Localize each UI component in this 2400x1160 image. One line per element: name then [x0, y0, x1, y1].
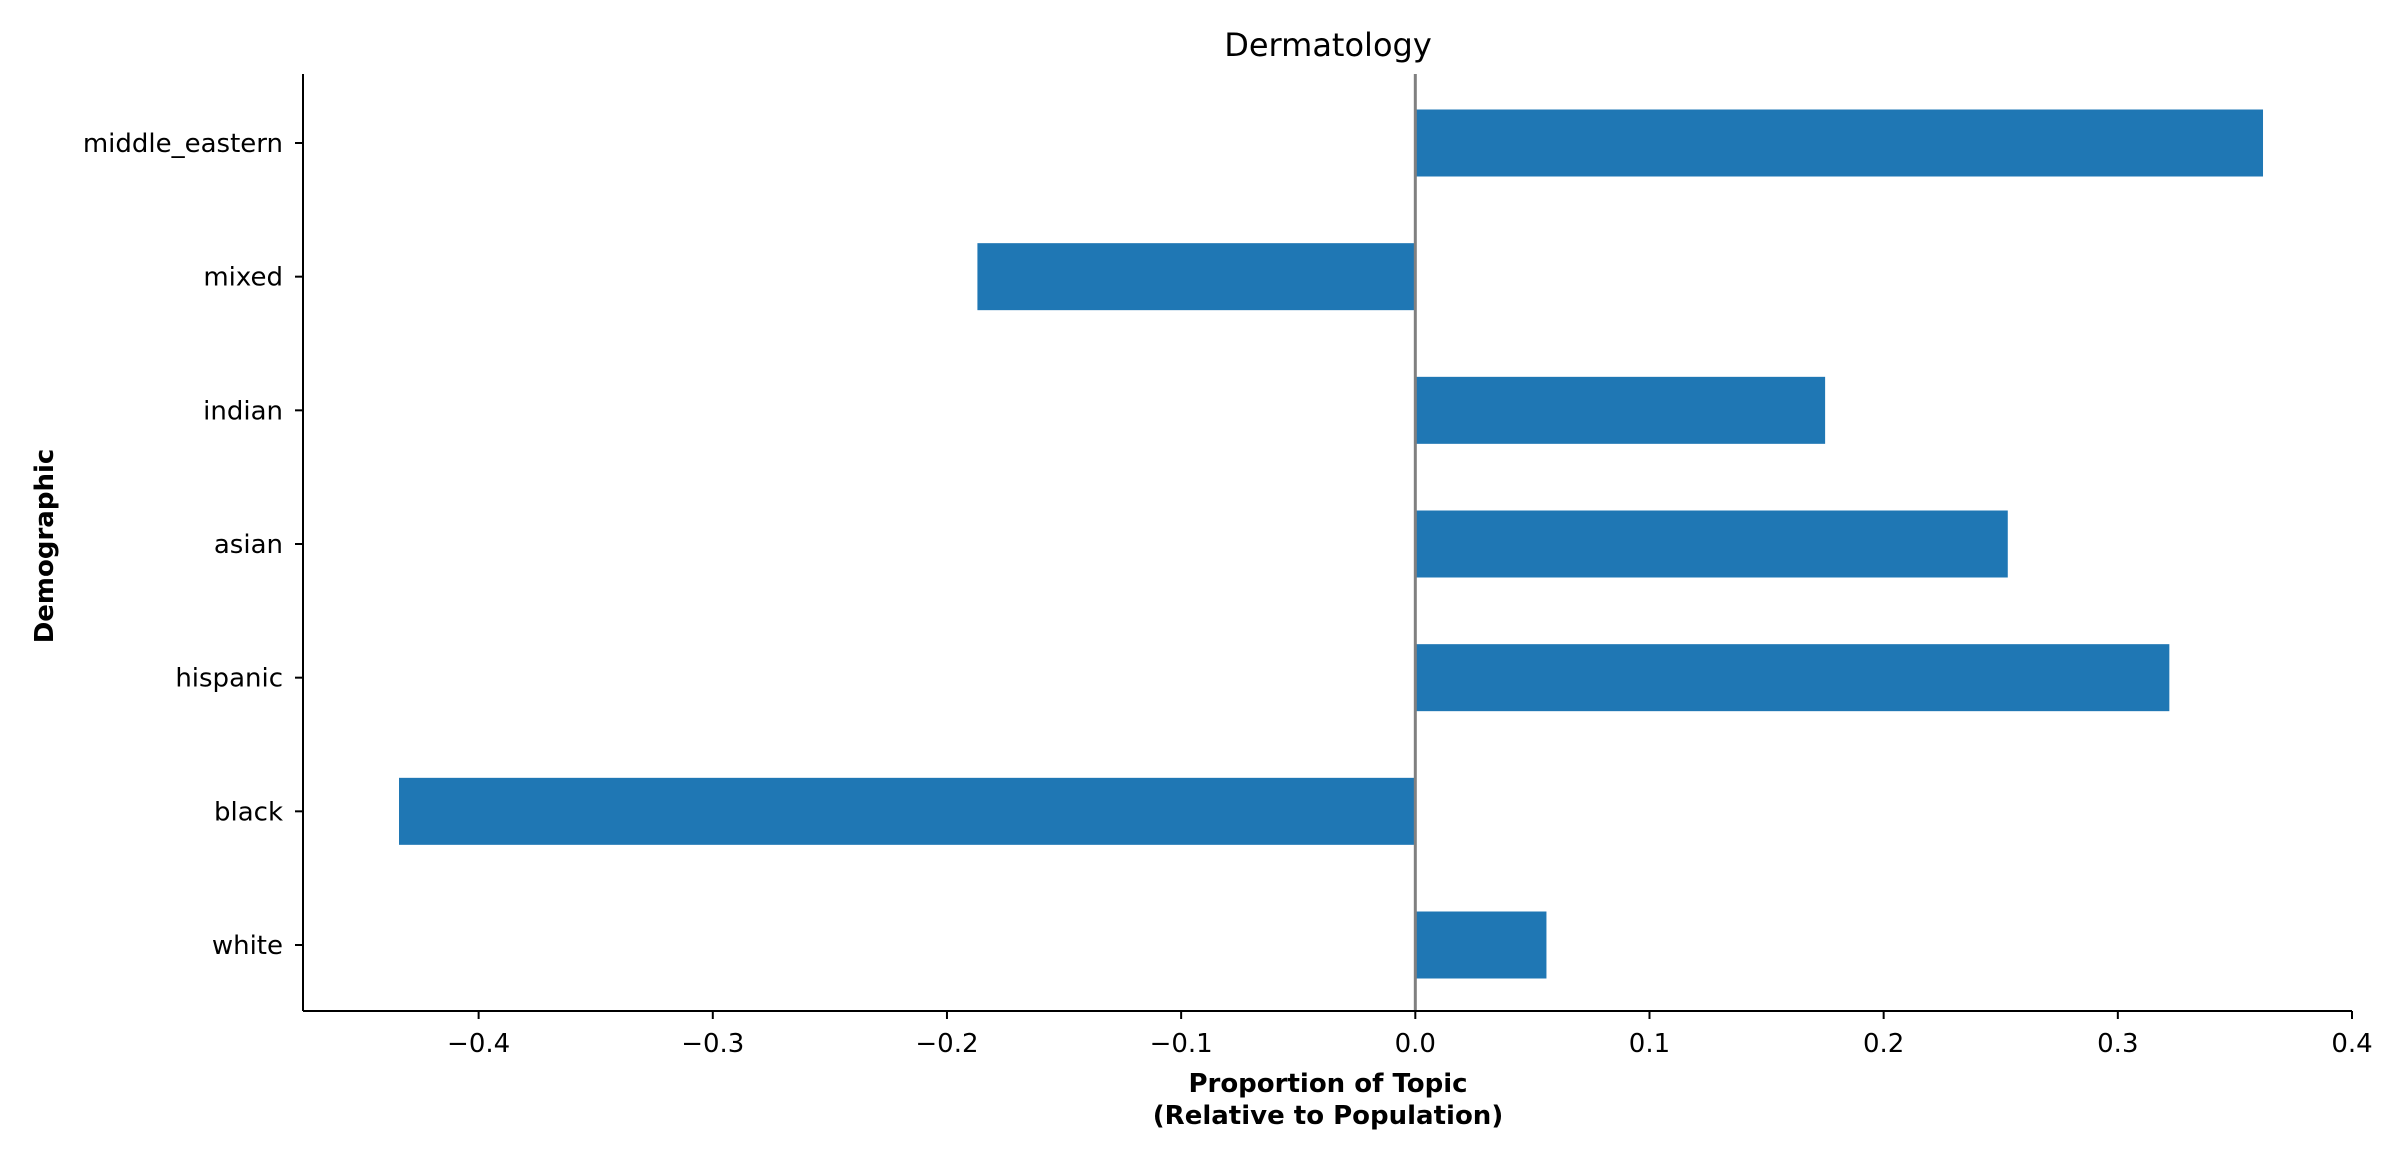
chart-title: Dermatology	[1224, 26, 1432, 64]
y-tick-label-indian: indian	[203, 396, 283, 426]
x-axis-ticks: −0.4 −0.3 −0.2 −0.1 0.0 0.1 0.2 0.3 0.4	[447, 1011, 2373, 1059]
bar-mixed	[977, 243, 1416, 311]
y-tick-label-black: black	[214, 797, 283, 827]
x-tick-label: 0.4	[2331, 1029, 2372, 1059]
bar-asian	[1415, 510, 2008, 578]
bar-hispanic	[1415, 644, 2170, 712]
bar-middle-eastern	[1415, 109, 2264, 177]
x-tick-label: −0.1	[1150, 1029, 1213, 1059]
y-tick-label-hispanic: hispanic	[175, 664, 283, 694]
x-tick-label: −0.2	[915, 1029, 978, 1059]
x-tick-label: 0.0	[1395, 1029, 1436, 1059]
x-tick-label: 0.3	[2097, 1029, 2138, 1059]
y-tick-label-white: white	[212, 931, 283, 961]
y-tick-label-middle-eastern: middle_eastern	[83, 129, 283, 159]
x-tick-label: −0.3	[681, 1029, 744, 1059]
bars-layer	[399, 109, 2264, 979]
y-tick-label-mixed: mixed	[203, 263, 283, 293]
x-tick-label: −0.4	[447, 1029, 510, 1059]
y-axis-label: Demographic	[30, 449, 60, 644]
x-tick-label: 0.1	[1629, 1029, 1670, 1059]
y-tick-label-asian: asian	[214, 530, 283, 560]
bar-indian	[1415, 376, 1826, 444]
bar-black	[399, 777, 1416, 845]
y-axis-ticks: white black hispanic asian indian mixed middle…	[83, 129, 303, 961]
x-axis-label-line-1: Proportion of Topic	[1188, 1069, 1467, 1099]
x-tick-label: 0.2	[1863, 1029, 1904, 1059]
bar-white	[1415, 911, 1547, 979]
x-axis-label-line-2: (Relative to Population)	[1153, 1101, 1503, 1131]
